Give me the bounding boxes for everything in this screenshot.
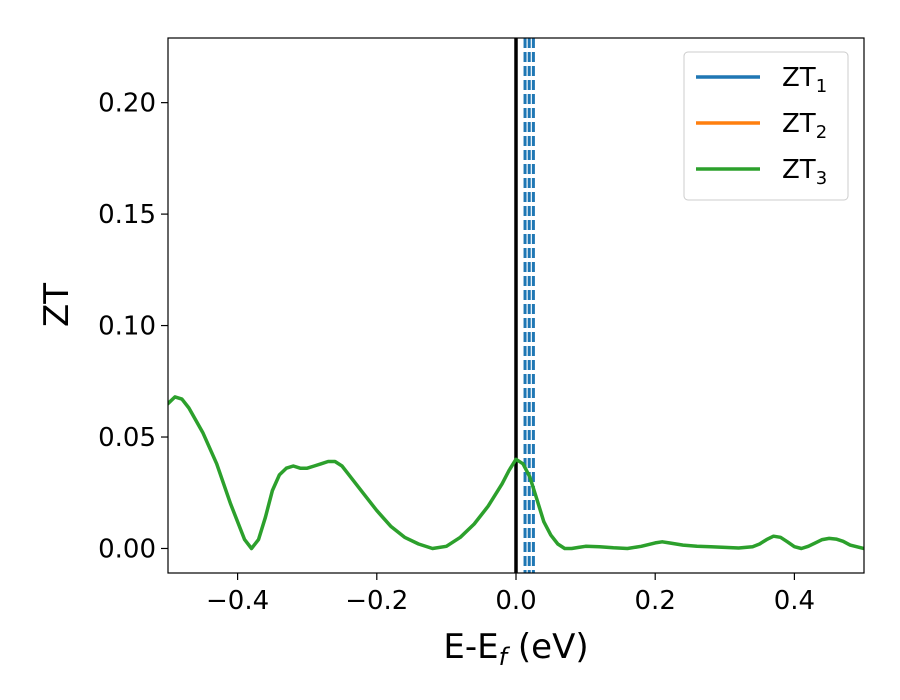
x-tick-label: 0.0 <box>495 586 536 616</box>
legend-label-sub: 1 <box>816 76 827 97</box>
legend-label: ZT1 <box>782 63 827 97</box>
x-axis-label-suffix: (eV) <box>507 627 589 667</box>
series-line <box>168 395 864 551</box>
x-tick-label: 0.4 <box>774 586 815 616</box>
legend-label: ZT2 <box>782 109 827 143</box>
vertical-lines <box>514 38 535 573</box>
legend-label-main: ZT <box>782 155 816 185</box>
y-axis-ticks: 0.00 0.05 0.10 0.15 0.20 <box>98 89 168 564</box>
series-layer <box>168 395 864 551</box>
y-tick-label: 0.05 <box>98 423 156 453</box>
x-tick-label: −0.2 <box>345 586 408 616</box>
x-tick-label: −0.4 <box>206 586 269 616</box>
x-tick-label: 0.2 <box>635 586 676 616</box>
legend-label: ZT3 <box>782 155 827 189</box>
legend-label-main: ZT <box>782 109 816 139</box>
legend-label-sub: 2 <box>816 122 827 143</box>
y-tick-label: 0.15 <box>98 200 156 230</box>
y-axis-label: ZT <box>37 283 77 327</box>
y-tick-label: 0.00 <box>98 534 156 564</box>
y-tick-label: 0.10 <box>98 312 156 342</box>
x-axis-ticks: −0.4 −0.2 0.0 0.2 0.4 <box>206 573 815 616</box>
legend-box <box>683 51 849 201</box>
y-tick-label: 0.20 <box>98 89 156 119</box>
x-axis-label-main: E-E <box>443 627 498 667</box>
legend-label-sub: 3 <box>816 168 827 189</box>
x-axis-label: E-Ef (eV) <box>443 627 588 671</box>
legend-label-main: ZT <box>782 63 816 93</box>
